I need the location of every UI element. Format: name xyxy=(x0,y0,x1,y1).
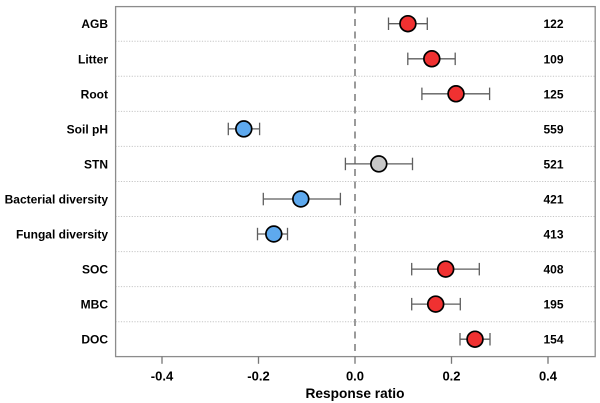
svg-text:421: 421 xyxy=(543,193,563,207)
svg-text:109: 109 xyxy=(543,52,563,66)
svg-text:SOC: SOC xyxy=(82,263,108,277)
svg-text:125: 125 xyxy=(543,87,563,101)
svg-text:-0.2: -0.2 xyxy=(247,369,269,384)
svg-text:408: 408 xyxy=(543,263,563,277)
svg-text:0.2: 0.2 xyxy=(442,369,460,384)
svg-text:Response ratio: Response ratio xyxy=(306,386,405,401)
svg-text:0.0: 0.0 xyxy=(346,369,364,384)
svg-text:-0.4: -0.4 xyxy=(151,369,174,384)
svg-text:195: 195 xyxy=(543,298,563,312)
svg-text:413: 413 xyxy=(543,228,563,242)
svg-text:MBC: MBC xyxy=(81,298,109,312)
svg-text:AGB: AGB xyxy=(81,17,108,31)
svg-text:Bacterial diversity: Bacterial diversity xyxy=(5,193,109,207)
svg-text:559: 559 xyxy=(543,122,563,136)
svg-text:154: 154 xyxy=(543,333,563,347)
svg-text:DOC: DOC xyxy=(81,333,108,347)
svg-text:Litter: Litter xyxy=(78,52,108,66)
svg-text:521: 521 xyxy=(543,157,563,171)
svg-text:Soil pH: Soil pH xyxy=(67,122,108,136)
svg-text:Fungal diversity: Fungal diversity xyxy=(16,228,108,242)
svg-text:122: 122 xyxy=(543,17,563,31)
svg-text:STN: STN xyxy=(84,157,108,171)
svg-text:0.4: 0.4 xyxy=(539,369,558,384)
svg-text:Root: Root xyxy=(81,87,108,101)
